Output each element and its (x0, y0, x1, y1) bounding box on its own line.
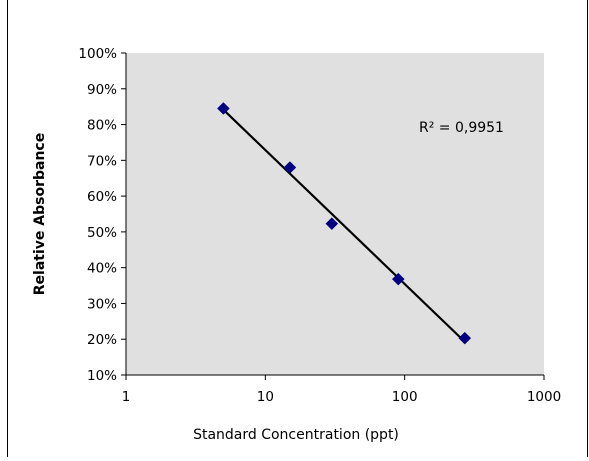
trendline (222, 108, 466, 343)
data-points-layer (217, 102, 472, 345)
x-tick-label: 1 (122, 389, 131, 405)
data-point (458, 331, 472, 345)
data-point (283, 161, 297, 174)
trendline-layer (222, 108, 466, 343)
y-tick-label: 40% (87, 261, 117, 277)
axes-layer: 10% 20% 30% 40% 50% 60% 70% 80% 90% 100% 1 10 100 100… (78, 46, 561, 405)
y-tick-label: 50% (87, 225, 117, 241)
y-tick-label: 10% (87, 368, 117, 384)
y-tick-label: 80% (87, 118, 117, 134)
x-tick-label: 100 (392, 389, 418, 405)
y-tick-label: 30% (87, 296, 117, 312)
x-axis-title: Standard Concentration (ppt) (193, 427, 399, 443)
data-point (391, 272, 405, 286)
y-tick-label: 90% (87, 82, 117, 98)
y-tick-label: 70% (87, 153, 117, 169)
x-tick-label: 1000 (527, 389, 561, 405)
data-point (325, 217, 339, 231)
y-axis-title: Relative Absorbance (32, 133, 48, 295)
y-tick-label: 60% (87, 189, 117, 205)
x-tick-label: 10 (257, 389, 274, 405)
r-squared-annotation: R² = 0,9951 (419, 120, 504, 136)
plot-area (126, 53, 544, 375)
y-tick-label: 20% (87, 332, 117, 348)
y-tick-label: 100% (78, 46, 117, 62)
data-point (217, 102, 230, 115)
